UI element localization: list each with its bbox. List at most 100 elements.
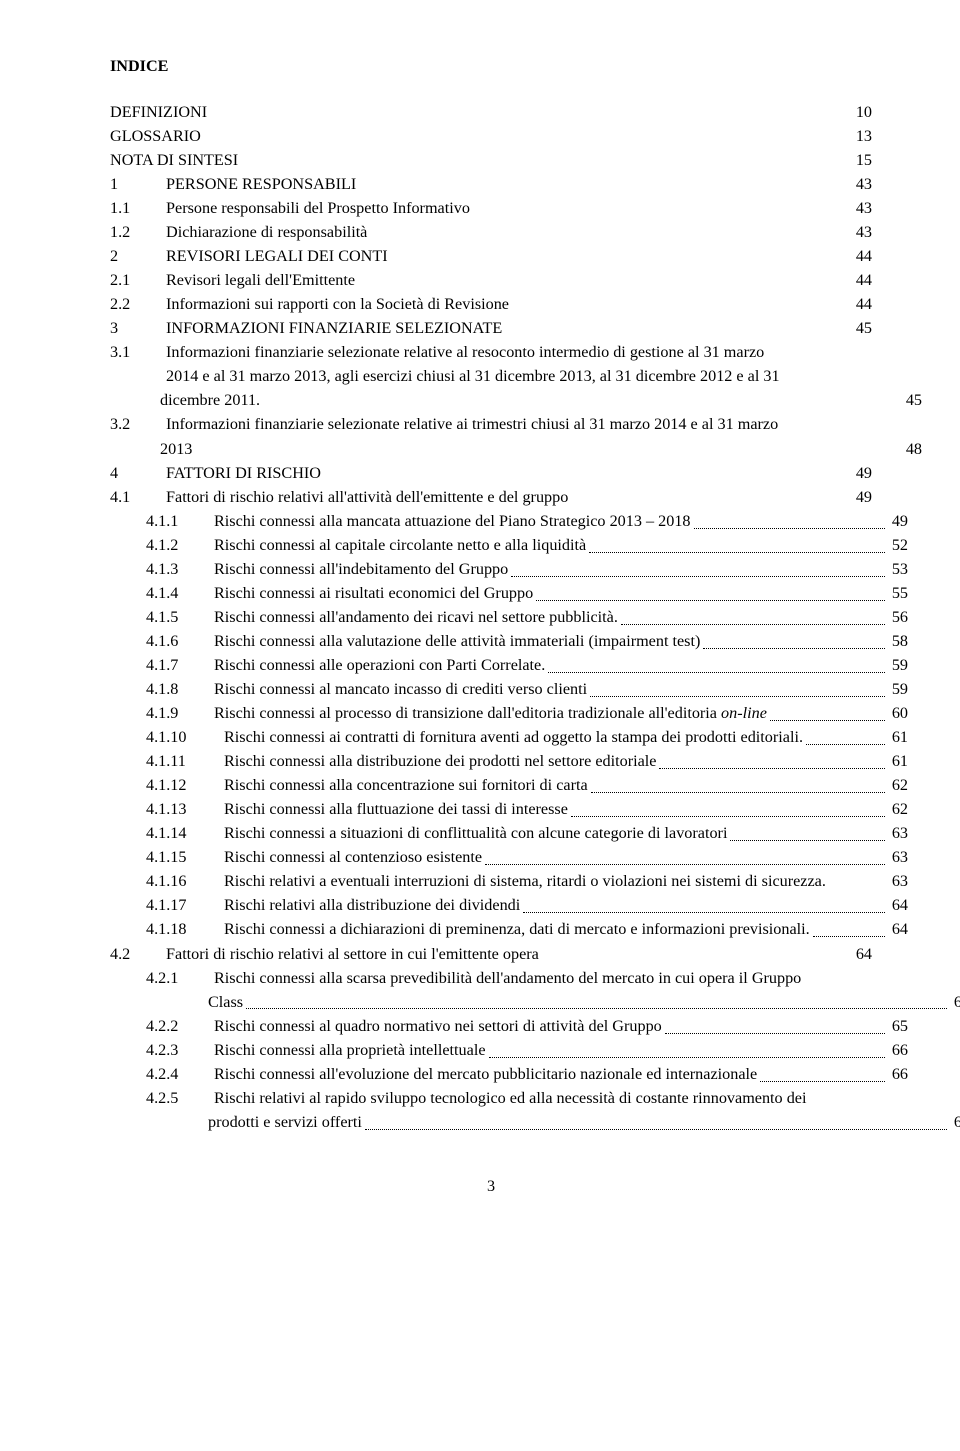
toc-row: GLOSSARIO13: [110, 126, 872, 148]
toc-number: 1.2: [110, 222, 166, 244]
toc-number: 1: [110, 174, 166, 196]
dot-leader: [760, 1081, 885, 1082]
toc-page: 10: [852, 102, 872, 124]
toc-label: Class: [208, 992, 243, 1014]
toc-number: 4.1.11: [146, 751, 224, 773]
dot-leader: [621, 624, 885, 625]
toc-page: 44: [852, 294, 872, 316]
toc-page: 48: [902, 439, 922, 461]
toc-label: dicembre 2011.: [160, 390, 260, 412]
toc-page: 64: [950, 992, 960, 1014]
toc-row: 3.1Informazioni finanziarie selezionate …: [110, 342, 872, 364]
toc-label: Revisori legali dell'Emittente: [166, 270, 355, 292]
toc-row: 201348: [110, 439, 922, 461]
dot-leader: [485, 864, 885, 865]
toc-row: 1.2Dichiarazione di responsabilità43: [110, 222, 872, 244]
toc-page: 61: [888, 727, 908, 749]
toc-page: 43: [852, 174, 872, 196]
toc-label: Rischi connessi all'evoluzione del merca…: [214, 1064, 757, 1086]
toc-label: Fattori di rischio relativi all'attività…: [166, 487, 568, 509]
toc-number: 2.1: [110, 270, 166, 292]
toc-row: 4.1.7Rischi connessi alle operazioni con…: [110, 655, 908, 677]
toc-number: 1.1: [110, 198, 166, 220]
toc-page: 63: [888, 823, 908, 845]
toc-number: 4.1.1: [146, 511, 214, 533]
toc-label: DEFINIZIONI: [110, 102, 207, 124]
toc-label: Dichiarazione di responsabilità: [166, 222, 367, 244]
toc-label: Rischi connessi alla valutazione delle a…: [214, 631, 700, 653]
toc-page: 43: [852, 198, 872, 220]
toc-page: 67: [950, 1112, 960, 1134]
dot-leader: [523, 912, 885, 913]
toc-row: 4.1.3Rischi connessi all'indebitamento d…: [110, 559, 908, 581]
toc-row: 1.1Persone responsabili del Prospetto In…: [110, 198, 872, 220]
toc-label: Rischi connessi al processo di transizio…: [214, 703, 767, 725]
toc-label: Persone responsabili del Prospetto Infor…: [166, 198, 470, 220]
dot-leader: [659, 768, 884, 769]
toc-label: Rischi connessi al capitale circolante n…: [214, 535, 586, 557]
dot-leader: [813, 936, 885, 937]
toc-number: 4.2: [110, 944, 166, 966]
toc-row: 4.1.13Rischi connessi alla fluttuazione …: [110, 799, 908, 821]
toc-number: 4.1.3: [146, 559, 214, 581]
toc-label: Rischi relativi alla distribuzione dei d…: [224, 895, 520, 917]
toc-page: 66: [888, 1040, 908, 1062]
toc-number: 4.1.6: [146, 631, 214, 653]
toc-row: 4.1.11Rischi connessi alla distribuzione…: [110, 751, 908, 773]
table-of-contents: DEFINIZIONI10GLOSSARIO13NOTA DI SINTESI1…: [110, 102, 872, 1134]
toc-row: 4.1.8Rischi connessi al mancato incasso …: [110, 679, 908, 701]
toc-page: 52: [888, 535, 908, 557]
toc-number: 4.1.15: [146, 847, 224, 869]
toc-row: 4.1.6Rischi connessi alla valutazione de…: [110, 631, 908, 653]
toc-number: 4.1.5: [146, 607, 214, 629]
toc-number: 3: [110, 318, 166, 340]
toc-row: Class 64: [110, 992, 960, 1014]
toc-label: prodotti e servizi offerti: [208, 1112, 362, 1134]
toc-row: 4.2.5Rischi relativi al rapido sviluppo …: [110, 1088, 908, 1110]
toc-number: 4.1.9: [146, 703, 214, 725]
toc-label: REVISORI LEGALI DEI CONTI: [166, 246, 388, 268]
toc-page: 44: [852, 246, 872, 268]
toc-label: NOTA DI SINTESI: [110, 150, 238, 172]
toc-label: Rischi connessi all'andamento dei ricavi…: [214, 607, 618, 629]
toc-number: 4.2.2: [146, 1016, 214, 1038]
toc-label: Informazioni sui rapporti con la Società…: [166, 294, 509, 316]
toc-number: 4.1.8: [146, 679, 214, 701]
toc-number: 4.1.10: [146, 727, 224, 749]
toc-number: 4.1.12: [146, 775, 224, 797]
toc-row: DEFINIZIONI 10: [110, 102, 872, 124]
toc-page: 49: [852, 487, 872, 509]
toc-label: Rischi connessi ai contratti di fornitur…: [224, 727, 803, 749]
toc-page: 62: [888, 775, 908, 797]
toc-row: 3INFORMAZIONI FINANZIARIE SELEZIONATE45: [110, 318, 872, 340]
toc-page: 58: [888, 631, 908, 653]
toc-row: 4.1.16Rischi relativi a eventuali interr…: [110, 871, 908, 893]
toc-label: Rischi connessi alla scarsa prevedibilit…: [214, 968, 908, 990]
toc-label: Fattori di rischio relativi al settore i…: [166, 944, 539, 966]
toc-page: 56: [888, 607, 908, 629]
toc-label: Rischi connessi al contenzioso esistente: [224, 847, 482, 869]
toc-number: 4.2.1: [146, 968, 214, 990]
dot-leader: [548, 672, 885, 673]
toc-page: 59: [888, 679, 908, 701]
toc-row: 2.2Informazioni sui rapporti con la Soci…: [110, 294, 872, 316]
toc-number: 4.1.13: [146, 799, 224, 821]
toc-label: PERSONE RESPONSABILI: [166, 174, 356, 196]
toc-row: 4.1.4Rischi connessi ai risultati econom…: [110, 583, 908, 605]
toc-label: FATTORI DI RISCHIO: [166, 463, 321, 485]
dot-leader: [770, 720, 885, 721]
toc-label: Rischi connessi ai risultati economici d…: [214, 583, 533, 605]
toc-number: 2: [110, 246, 166, 268]
toc-label: Informazioni finanziarie selezionate rel…: [166, 414, 872, 436]
toc-row: 2014 e al 31 marzo 2013, agli esercizi c…: [110, 366, 872, 388]
toc-page: 65: [888, 1016, 908, 1038]
toc-row: NOTA DI SINTESI15: [110, 150, 872, 172]
dot-leader: [365, 1129, 947, 1130]
toc-row: 4.1.2Rischi connessi al capitale circola…: [110, 535, 908, 557]
toc-number: 4.1.2: [146, 535, 214, 557]
toc-row: 4.1.5Rischi connessi all'andamento dei r…: [110, 607, 908, 629]
dot-leader: [703, 648, 884, 649]
toc-label: 2014 e al 31 marzo 2013, agli esercizi c…: [166, 366, 872, 388]
dot-leader: [489, 1057, 885, 1058]
toc-number: 4.1.4: [146, 583, 214, 605]
